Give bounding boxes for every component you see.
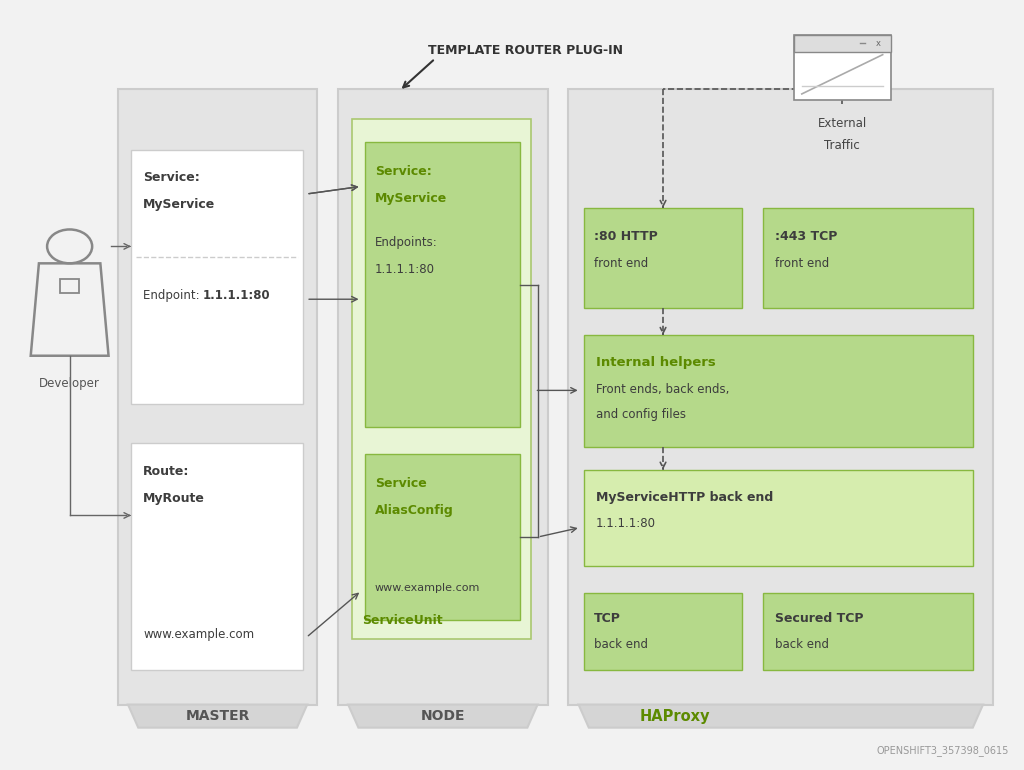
Text: MyService: MyService: [143, 198, 216, 211]
Text: AliasConfig: AliasConfig: [375, 504, 454, 517]
Text: MASTER: MASTER: [185, 709, 250, 723]
Bar: [365, 454, 520, 620]
Text: MyServiceHTTP back end: MyServiceHTTP back end: [596, 490, 773, 504]
Text: MyService: MyService: [375, 192, 447, 205]
Text: Front ends, back ends,: Front ends, back ends,: [596, 383, 729, 396]
Text: back end: back end: [775, 638, 829, 651]
Text: TEMPLATE ROUTER PLUG-IN: TEMPLATE ROUTER PLUG-IN: [428, 44, 623, 56]
Text: ServiceUnit: ServiceUnit: [362, 614, 443, 627]
Text: Service:: Service:: [375, 165, 431, 178]
Bar: [131, 443, 303, 670]
Bar: [60, 279, 79, 293]
Bar: [763, 593, 973, 670]
Text: Endpoints:: Endpoints:: [375, 236, 437, 249]
Text: Traffic: Traffic: [824, 139, 860, 152]
Text: back end: back end: [594, 638, 648, 651]
Text: Route:: Route:: [143, 465, 189, 478]
Text: www.example.com: www.example.com: [143, 628, 255, 641]
Bar: [118, 89, 317, 705]
Bar: [131, 150, 303, 404]
Text: Developer: Developer: [39, 377, 100, 390]
Text: www.example.com: www.example.com: [375, 583, 480, 593]
Text: Endpoint:: Endpoint:: [143, 290, 204, 302]
Text: Service:: Service:: [143, 171, 200, 184]
Text: and config files: and config files: [596, 408, 686, 421]
Text: OPENSHIFT3_357398_0615: OPENSHIFT3_357398_0615: [877, 745, 1009, 756]
Text: :443 TCP: :443 TCP: [775, 230, 838, 243]
Text: 1.1.1.1:80: 1.1.1.1:80: [375, 263, 435, 276]
Text: :80 HTTP: :80 HTTP: [594, 230, 657, 243]
Polygon shape: [579, 705, 983, 728]
Text: TCP: TCP: [594, 612, 621, 625]
Bar: [568, 89, 993, 705]
Text: front end: front end: [594, 257, 648, 270]
Text: HAProxy: HAProxy: [640, 708, 711, 724]
Text: NODE: NODE: [421, 709, 465, 723]
Bar: [794, 35, 891, 100]
Text: Secured TCP: Secured TCP: [775, 612, 863, 625]
Bar: [794, 35, 891, 52]
Bar: [584, 208, 742, 308]
Text: Internal helpers: Internal helpers: [596, 356, 716, 369]
Bar: [352, 119, 531, 639]
Text: MyRoute: MyRoute: [143, 492, 205, 505]
Bar: [365, 142, 520, 427]
Text: Service: Service: [375, 477, 427, 490]
Text: x: x: [877, 39, 881, 49]
Bar: [584, 335, 973, 447]
Polygon shape: [128, 705, 307, 728]
Text: front end: front end: [775, 257, 829, 270]
Text: 1.1.1.1:80: 1.1.1.1:80: [203, 290, 270, 302]
Bar: [584, 470, 973, 566]
Bar: [584, 593, 742, 670]
Bar: [763, 208, 973, 308]
Polygon shape: [348, 705, 538, 728]
Bar: [338, 89, 548, 705]
Text: 1.1.1.1:80: 1.1.1.1:80: [596, 517, 656, 531]
Text: External: External: [817, 117, 867, 130]
